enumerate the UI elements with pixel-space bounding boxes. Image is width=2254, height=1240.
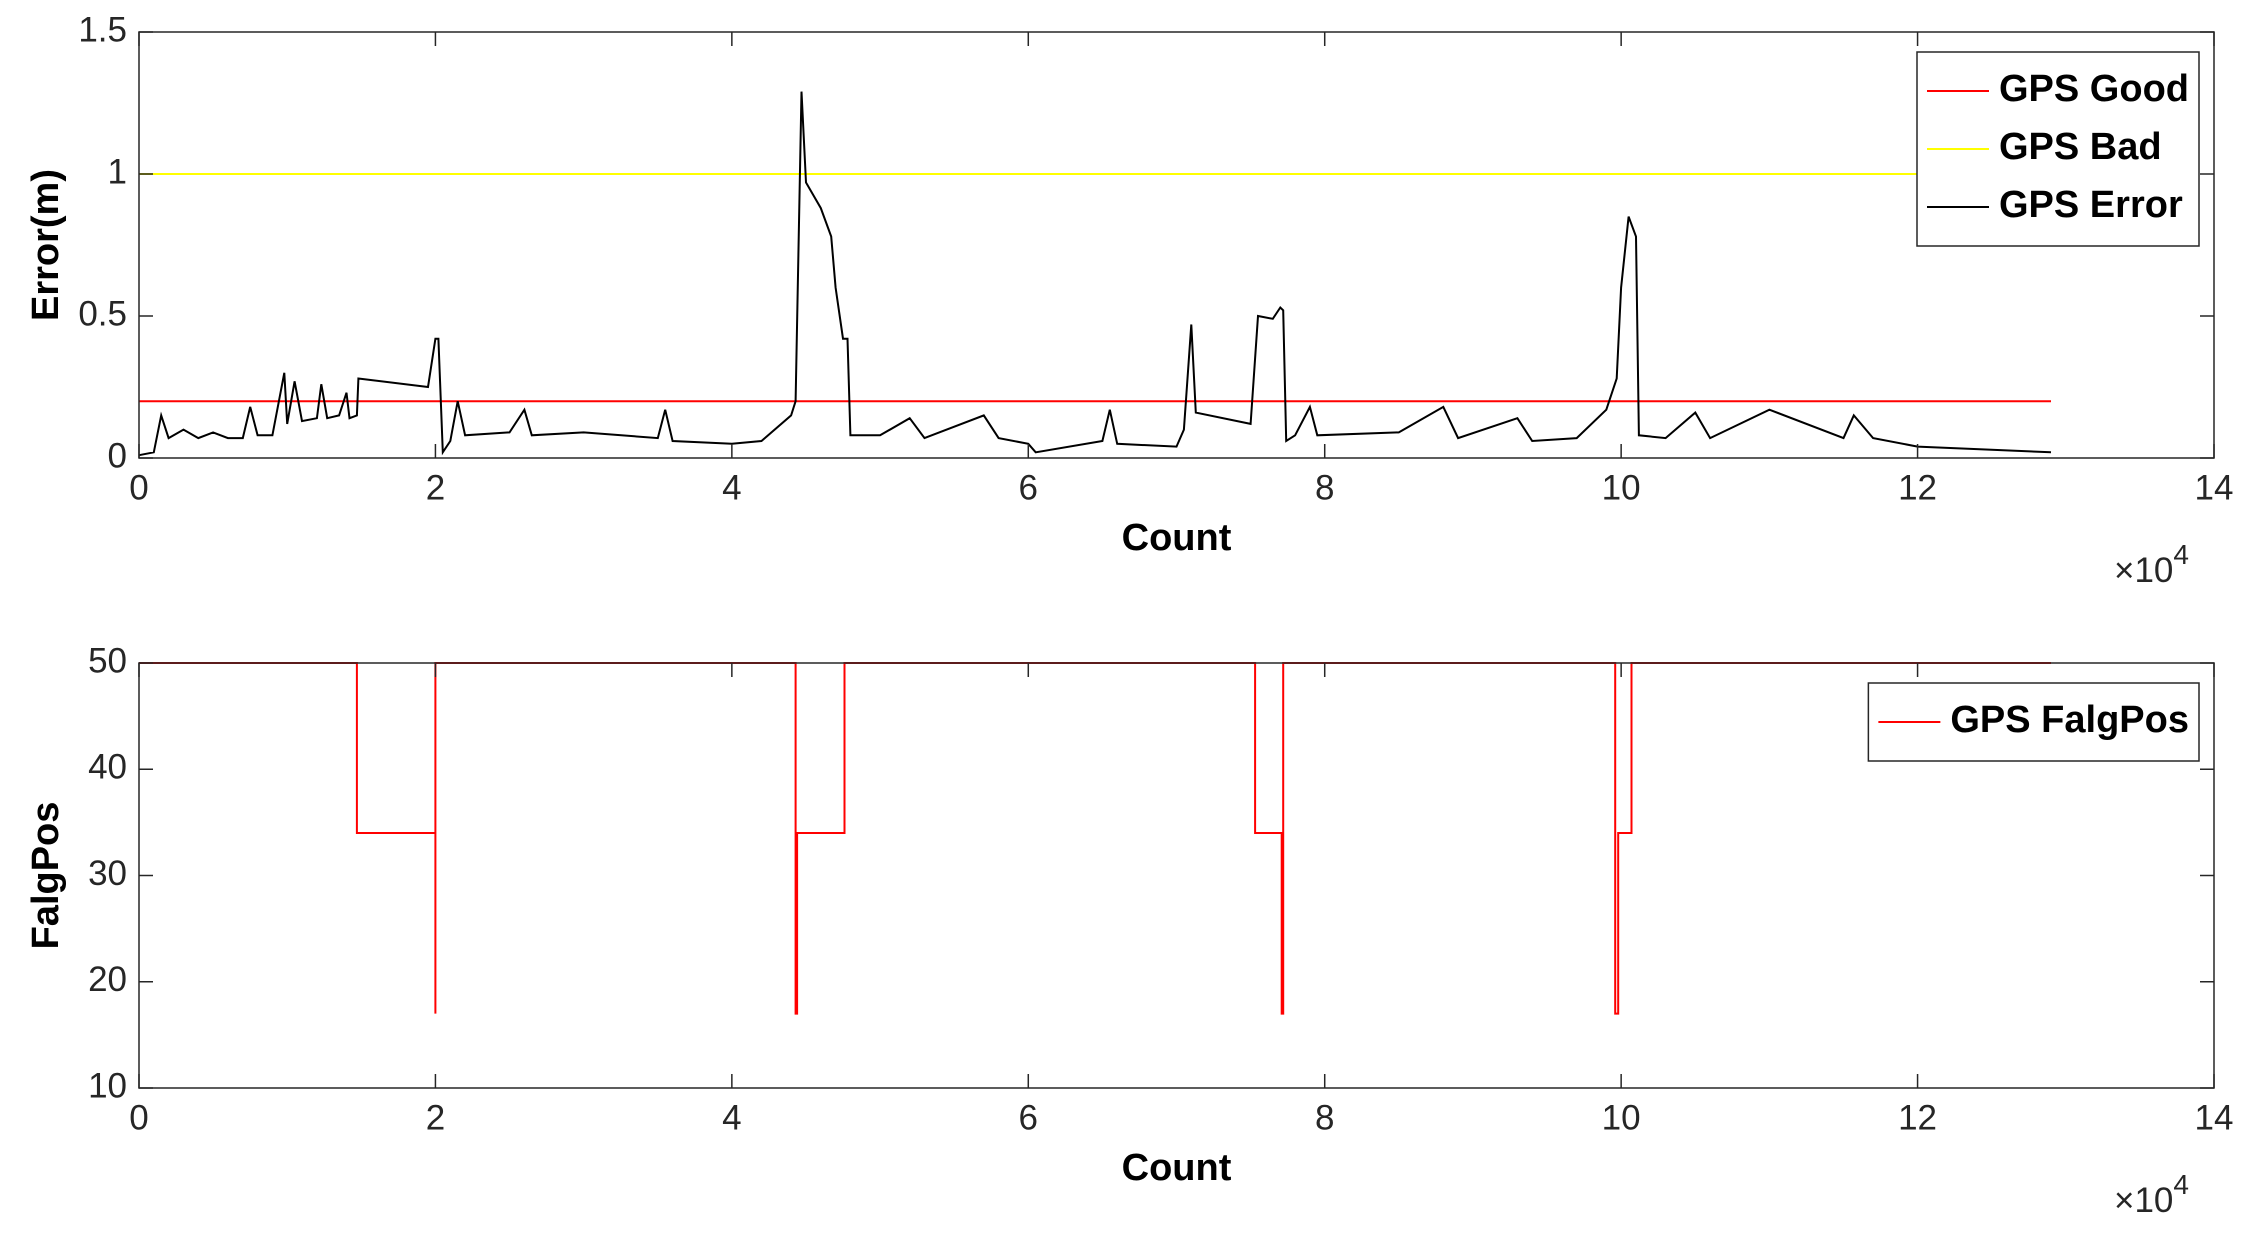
x-tick-label: 4 [722, 1098, 741, 1137]
x-tick-label: 14 [2195, 1098, 2234, 1137]
legend-label: GPS Good [1999, 68, 2189, 110]
legend-label: GPS FalgPos [1950, 699, 2189, 741]
x-tick-label: 6 [1019, 1098, 1038, 1137]
x-tick-label: 0 [129, 468, 148, 507]
x-tick-label: 2 [426, 468, 445, 507]
axes-box [138, 31, 2215, 459]
y-tick-label: 50 [88, 641, 127, 680]
legend-label: GPS Error [1999, 184, 2183, 226]
data-line [139, 662, 2051, 1015]
x-tick-label: 4 [722, 468, 741, 507]
x-tick-label: 10 [1602, 468, 1641, 507]
legend-label: GPS Bad [1999, 126, 2162, 168]
x-tick-label: 12 [1898, 1098, 1937, 1137]
y-tick-label: 0.5 [78, 294, 127, 333]
y-tick-label: 1 [108, 152, 127, 191]
y-tick-label: 40 [88, 748, 127, 787]
y-tick-label: 20 [88, 960, 127, 999]
x-tick-label: 8 [1315, 1098, 1334, 1137]
y-tick-label: 1.5 [78, 10, 127, 49]
x-tick-label: 8 [1315, 468, 1334, 507]
multiplier-base: ×10 [2114, 551, 2173, 590]
y-tick-label: 10 [88, 1066, 127, 1105]
x-tick-label: 14 [2195, 468, 2234, 507]
x-tick-label: 12 [1898, 468, 1937, 507]
legend: GPS Good GPS Bad GPS Error [1916, 51, 2200, 247]
x-axis-label: Count [1122, 517, 1232, 559]
y-axis-label: Error(m) [25, 169, 67, 321]
y-tick-label: 30 [88, 854, 127, 893]
x-tick-label: 6 [1019, 468, 1038, 507]
y-tick-label: 0 [108, 436, 127, 475]
y-axis-label: FalgPos [25, 802, 67, 950]
x-tick-label: 10 [1602, 1098, 1641, 1137]
data-line [138, 91, 2052, 457]
multiplier-base: ×10 [2114, 1181, 2173, 1220]
x-tick-label: 2 [426, 1098, 445, 1137]
multiplier-exponent: 4 [2173, 1169, 2189, 1200]
x-tick-label: 0 [129, 1098, 148, 1137]
legend: GPS FalgPos [1867, 682, 2200, 762]
x-multiplier: ×104 [2114, 539, 2189, 590]
x-multiplier: ×104 [2114, 1169, 2189, 1220]
multiplier-exponent: 4 [2173, 539, 2189, 570]
x-axis-label: Count [1122, 1147, 1232, 1189]
